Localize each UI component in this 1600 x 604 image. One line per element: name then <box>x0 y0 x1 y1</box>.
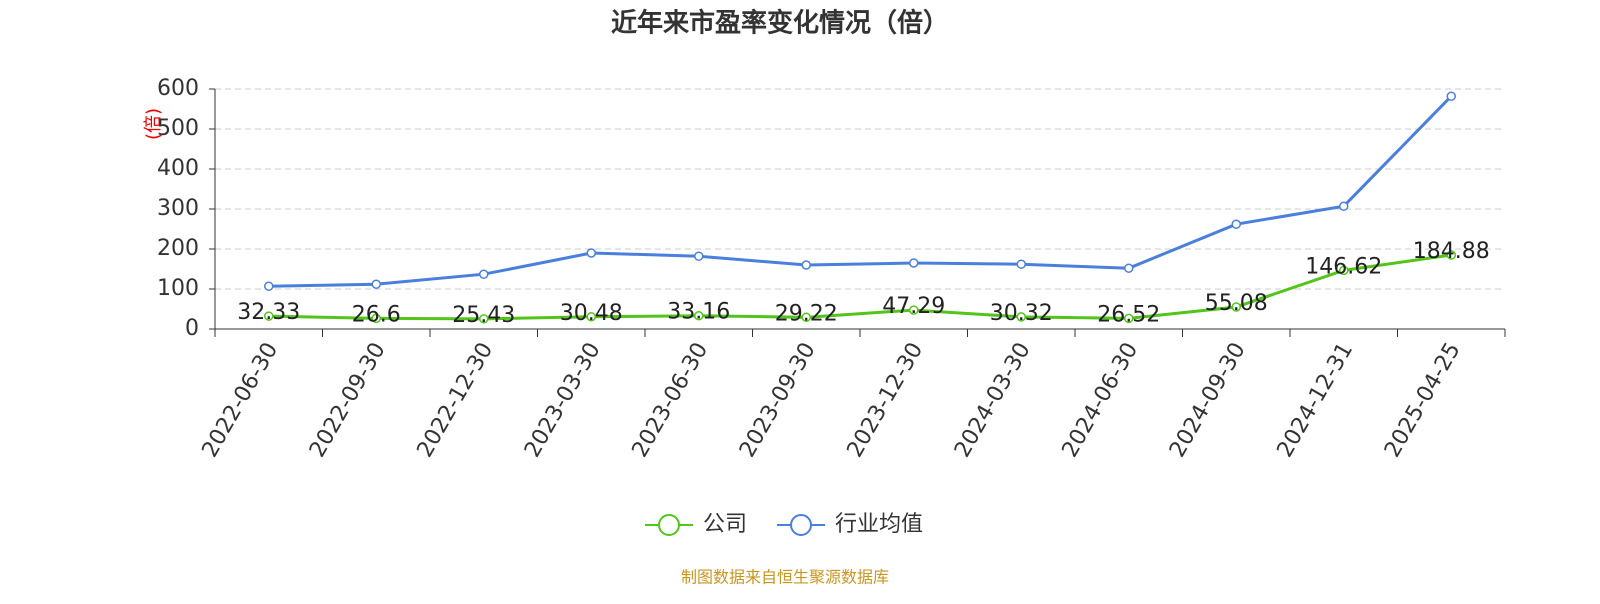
point <box>1231 302 1241 312</box>
point <box>371 313 381 324</box>
point <box>1016 312 1026 322</box>
data-label: 184.88 <box>1413 239 1490 264</box>
x-tick-label: 2022-06-30 <box>198 339 284 462</box>
data-label: 146.62 <box>1305 254 1382 279</box>
point <box>801 260 811 270</box>
data-label: 25.43 <box>452 303 515 328</box>
point <box>694 251 704 261</box>
point <box>1446 250 1456 260</box>
y-tick-label: 500 <box>157 116 199 141</box>
data-label: 26.6 <box>352 302 401 327</box>
data-label: 26.52 <box>1097 302 1160 327</box>
y-tick-label: 300 <box>157 196 199 221</box>
legend-label: 行业均值 <box>835 512 923 537</box>
y-tick-label: 0 <box>185 316 199 341</box>
x-tick-label: 2024-12-31 <box>1273 339 1359 462</box>
x-tick-label: 2025-04-25 <box>1380 339 1466 462</box>
data-label: 33.16 <box>667 300 730 325</box>
x-tick-label: 2023-09-30 <box>735 339 821 462</box>
line <box>268 95 1453 288</box>
point <box>586 312 596 322</box>
point <box>371 279 381 289</box>
point <box>909 258 919 268</box>
x-tick-label: 2023-12-30 <box>843 339 929 462</box>
point <box>1124 263 1134 273</box>
point <box>479 269 489 279</box>
data-label: 30.48 <box>560 301 623 326</box>
legend-marker <box>658 514 680 536</box>
x-tick-label: 2022-12-30 <box>413 339 499 462</box>
x-tick-label: 2023-06-30 <box>628 339 714 462</box>
data-label: 55.08 <box>1205 291 1268 316</box>
data-label: 47.29 <box>882 294 945 319</box>
point <box>1124 313 1134 324</box>
point <box>694 310 704 321</box>
point <box>264 311 274 321</box>
x-tick-label: 2024-06-30 <box>1058 339 1144 462</box>
y-tick-label: 600 <box>157 76 199 101</box>
legend-label: 公司 <box>703 512 747 537</box>
point <box>264 281 274 291</box>
point <box>909 305 919 315</box>
point <box>1231 219 1241 229</box>
x-tick-label: 2023-03-30 <box>520 339 606 462</box>
y-tick-label: 200 <box>157 236 199 261</box>
x-tick-label: 2024-09-30 <box>1165 339 1251 462</box>
data-label: 30.32 <box>990 301 1053 326</box>
source-note: 制图数据来自恒生聚源数据库 <box>681 568 889 587</box>
point <box>1016 259 1026 269</box>
y-axis-label: (倍) <box>143 108 164 140</box>
x-tick-label: 2024-03-30 <box>950 339 1036 462</box>
point <box>1339 201 1349 211</box>
point <box>1446 91 1456 101</box>
point <box>586 248 596 258</box>
point <box>479 314 489 324</box>
data-label: 32.33 <box>237 300 300 325</box>
data-label: 29.22 <box>775 301 838 326</box>
line <box>268 253 1452 321</box>
chart-title: 近年来市盈率变化情况（倍） <box>611 8 949 39</box>
y-tick-label: 100 <box>157 276 199 301</box>
point <box>801 312 811 323</box>
x-tick-label: 2022-09-30 <box>305 339 391 462</box>
y-tick-label: 400 <box>157 156 199 181</box>
point <box>1339 265 1349 276</box>
legend-marker <box>790 514 813 536</box>
